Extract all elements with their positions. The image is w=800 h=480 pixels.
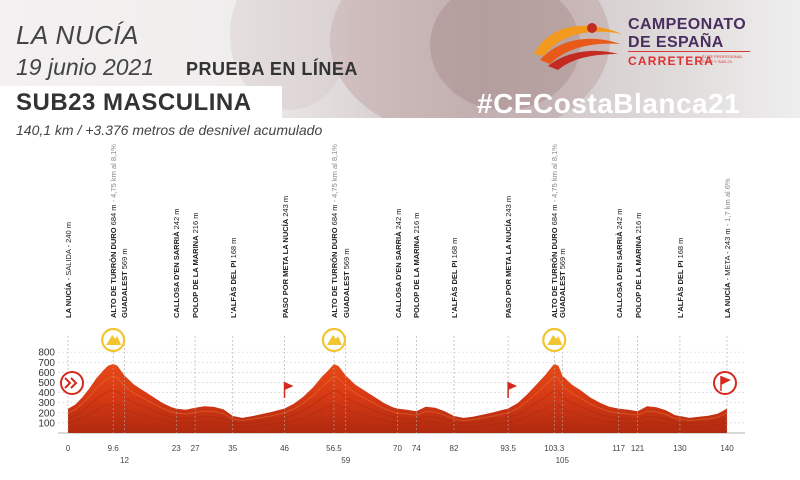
- logo-divider: [628, 51, 750, 52]
- elevation-area: [68, 363, 727, 433]
- x-tick-label: 140: [720, 444, 734, 453]
- logo-line-1: CAMPEONATO: [628, 16, 747, 33]
- waypoint-label: GUADALEST 569 m: [558, 248, 568, 318]
- summit-mountain-icon: [321, 327, 347, 353]
- waypoint-label: POLOP DE LA MARINA 216 m: [191, 212, 201, 318]
- x-tick-label: 23: [172, 444, 181, 453]
- x-tick-label: 56.5: [326, 444, 342, 453]
- x-tick-label: 82: [450, 444, 459, 453]
- waypoint-label: PASO POR META LA NUCÍA 243 m: [280, 195, 290, 318]
- waypoint-label: POLOP DE LA MARINA 216 m: [412, 212, 422, 318]
- x-tick-label-lower: 105: [556, 456, 570, 465]
- x-tick-label: 27: [191, 444, 200, 453]
- race-category: SUB23 MASCULINA: [16, 89, 252, 116]
- x-tick-label: 130: [673, 444, 687, 453]
- waypoint-label: L'ALFÀS DEL PI 168 m: [228, 237, 238, 318]
- championship-logo: CAMPEONATO DE ESPAÑA CARRETERA ÉLITE PRO…: [530, 14, 750, 76]
- finish-pass-flag-icon: [283, 382, 294, 398]
- y-tick-label: 100: [38, 418, 55, 429]
- chart-grid: [58, 351, 745, 434]
- waypoint-label: LA NUCÍA - META - 243 m - 1,7 km al 6%: [723, 178, 732, 318]
- y-tick-label: 400: [38, 388, 55, 399]
- city-title: LA NUCÍA: [16, 20, 139, 50]
- y-tick-label: 700: [38, 358, 55, 369]
- terrain-texture: [67, 375, 728, 428]
- y-tick-label: 600: [38, 368, 55, 379]
- x-tick-label: 121: [631, 444, 645, 453]
- finish-pass-flag-icon: [507, 382, 518, 398]
- waypoint-label: L'ALFÀS DEL PI 168 m: [449, 237, 459, 318]
- y-tick-label: 800: [38, 348, 55, 359]
- terrain-ridge: [67, 403, 728, 428]
- x-tick-label: 93.5: [500, 444, 516, 453]
- x-tick-label: 74: [412, 444, 421, 453]
- finish-icon: [713, 371, 737, 395]
- y-tick-label: 300: [38, 398, 55, 409]
- summit-mountain-icon: [101, 327, 126, 353]
- waypoint-label: L'ALFÀS DEL PI 168 m: [675, 237, 685, 318]
- x-tick-label: 35: [228, 444, 237, 453]
- waypoint-label: ALTO DE TURRÓN DURO 684 m - 4,75 km al 8…: [329, 144, 339, 318]
- x-tick-label: 46: [280, 444, 289, 453]
- waypoint-label: CALLOSA D'EN SARRIÀ 242 m: [614, 208, 624, 318]
- x-tick-label: 70: [393, 444, 402, 453]
- category-banner: [0, 86, 282, 118]
- waypoint-label: POLOP DE LA MARINA 216 m: [633, 212, 643, 318]
- start-icon: [60, 371, 84, 395]
- race-type: PRUEBA EN LÍNEA: [186, 59, 358, 79]
- logo-line-4: ÉLITE PROFESIONAL ÉLITE Y SUB-23: [702, 54, 743, 64]
- waypoint-label: LA NUCÍA - SALIDA - 240 m: [64, 221, 73, 318]
- event-hashtag: #CECostaBlanca21: [477, 88, 741, 119]
- cyclist-swoosh-icon: [534, 23, 622, 70]
- x-tick-label: 9.6: [108, 444, 120, 453]
- terrain-ridge: [67, 375, 728, 422]
- logo-line-3: CARRETERA: [628, 54, 715, 68]
- x-tick-label-lower: 59: [341, 456, 350, 465]
- waypoint-label: GUADALEST 569 m: [341, 248, 351, 318]
- x-axis-ticks: 0 9.6 23 27 35 46 56.5 70 74 82 93.5 103.3 117 121 130…: [66, 336, 734, 465]
- y-tick-label: 500: [38, 378, 55, 389]
- y-tick-label: 200: [38, 408, 55, 419]
- summit-mountain-icon: [542, 327, 567, 353]
- x-tick-label: 0: [66, 444, 71, 453]
- distance-info: 140,1 km / +3.376 metros de desnivel acu…: [16, 122, 323, 138]
- x-tick-label-lower: 12: [120, 456, 129, 465]
- logo-line-2: DE ESPAÑA: [628, 34, 724, 51]
- terrain-ridge: [67, 389, 728, 425]
- waypoint-label: CALLOSA D'EN SARRIÀ 242 m: [172, 208, 182, 318]
- profile-markers: [60, 327, 737, 398]
- waypoint-label: CALLOSA D'EN SARRIÀ 242 m: [393, 208, 403, 318]
- x-tick-label: 103.3: [544, 444, 565, 453]
- waypoint-label: GUADALEST 569 m: [120, 248, 130, 318]
- race-date: 19 junio 2021: [16, 54, 155, 80]
- waypoint-label: ALTO DE TURRÓN DURO 684 m - 4,75 km al 8…: [109, 144, 119, 318]
- x-tick-label: 117: [612, 444, 625, 453]
- waypoint-label: PASO POR META LA NUCÍA 243 m: [504, 195, 514, 318]
